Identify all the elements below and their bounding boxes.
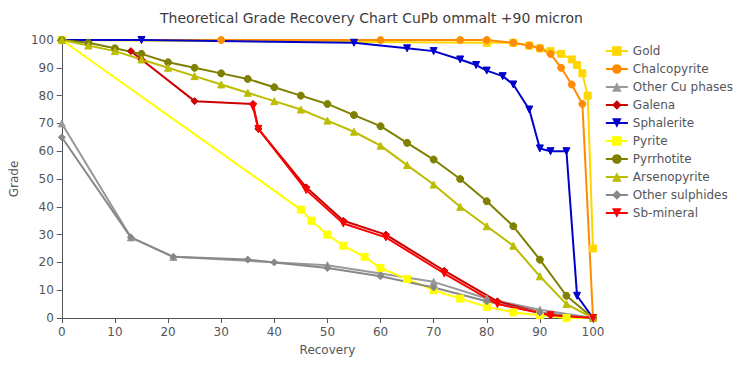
svg-text:Gold: Gold <box>633 44 661 58</box>
svg-text:0: 0 <box>46 311 54 325</box>
svg-text:40: 40 <box>39 200 54 214</box>
svg-text:50: 50 <box>39 172 54 186</box>
svg-text:50: 50 <box>320 325 335 339</box>
svg-text:Other Cu phases: Other Cu phases <box>633 80 733 94</box>
svg-text:Recovery: Recovery <box>300 343 356 357</box>
svg-text:30: 30 <box>39 228 54 242</box>
svg-text:30: 30 <box>214 325 229 339</box>
svg-text:Sphalerite: Sphalerite <box>633 116 694 130</box>
svg-text:0: 0 <box>58 325 66 339</box>
svg-text:80: 80 <box>39 89 54 103</box>
svg-text:90: 90 <box>532 325 547 339</box>
svg-text:Chalcopyrite: Chalcopyrite <box>633 62 709 76</box>
svg-text:90: 90 <box>39 61 54 75</box>
svg-text:Arsenopyrite: Arsenopyrite <box>633 170 710 184</box>
svg-text:Theoretical Grade Recovery Cha: Theoretical Grade Recovery Chart CuPb om… <box>159 10 583 26</box>
svg-text:70: 70 <box>426 325 441 339</box>
svg-text:60: 60 <box>373 325 388 339</box>
svg-text:10: 10 <box>107 325 122 339</box>
svg-text:Grade: Grade <box>7 161 21 198</box>
svg-text:100: 100 <box>31 33 54 47</box>
svg-text:Pyrrhotite: Pyrrhotite <box>633 152 692 166</box>
svg-text:Pyrite: Pyrite <box>633 134 668 148</box>
svg-text:20: 20 <box>39 255 54 269</box>
svg-text:40: 40 <box>267 325 282 339</box>
svg-text:10: 10 <box>39 283 54 297</box>
svg-text:Sb-mineral: Sb-mineral <box>633 206 698 220</box>
svg-text:70: 70 <box>39 116 54 130</box>
svg-text:20: 20 <box>160 325 175 339</box>
svg-text:60: 60 <box>39 144 54 158</box>
svg-text:80: 80 <box>479 325 494 339</box>
svg-text:100: 100 <box>582 325 605 339</box>
svg-text:Other sulphides: Other sulphides <box>633 188 728 202</box>
svg-text:Galena: Galena <box>633 98 675 112</box>
